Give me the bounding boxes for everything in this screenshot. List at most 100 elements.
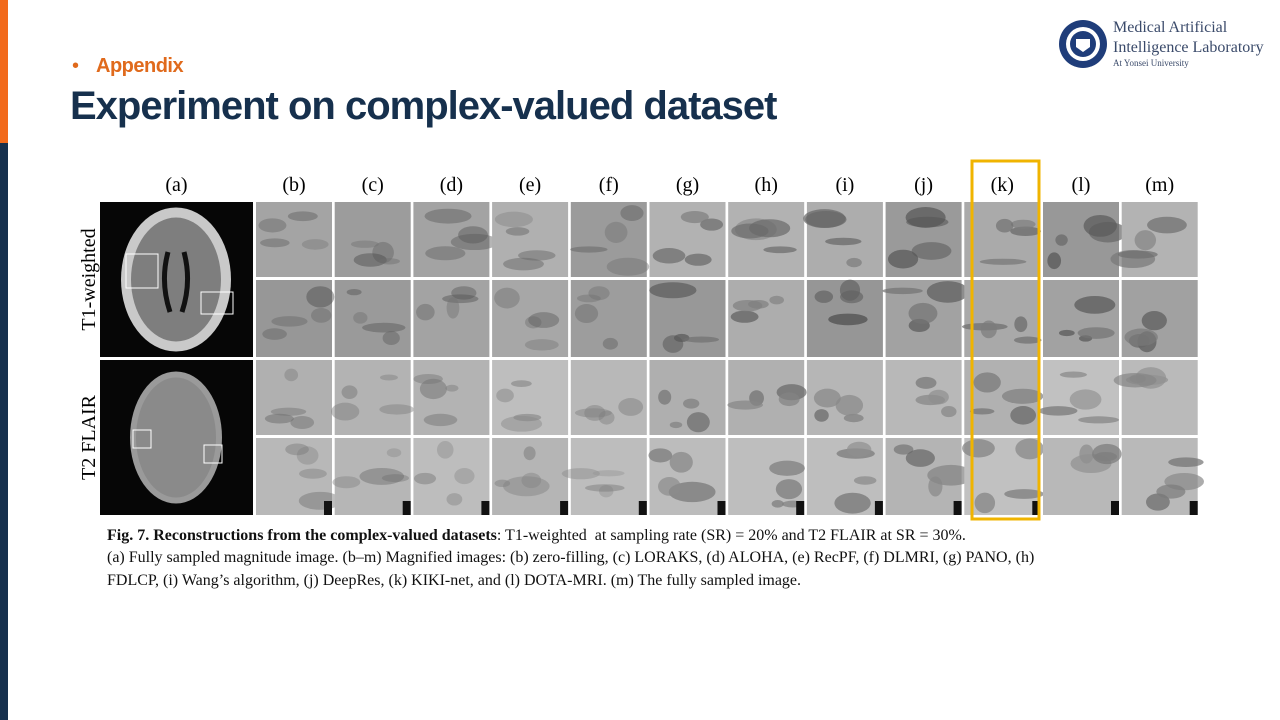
column-label: (a) [165, 174, 187, 196]
mri-tile [258, 218, 287, 233]
mri-tile [287, 211, 318, 222]
mri-tile [941, 406, 957, 418]
mri-tile [598, 410, 615, 425]
mri-tile [814, 409, 829, 422]
mri-tile [256, 280, 332, 357]
mri-tile [505, 227, 530, 236]
column-label: (k) [991, 174, 1014, 196]
mri-tile [570, 280, 647, 357]
mri-tile [271, 316, 308, 327]
mri-tile [1058, 329, 1075, 337]
row-label: T1-weighted [78, 228, 100, 330]
mri-tile [372, 241, 394, 264]
mri-tile [606, 257, 650, 276]
mri-tile [1117, 250, 1158, 259]
mri-tile [574, 408, 612, 418]
mri-tile [1078, 416, 1120, 424]
mri-tile [1043, 280, 1119, 357]
mri-tile [592, 470, 625, 477]
mri-tile [419, 378, 447, 400]
mri-tile [423, 413, 458, 427]
mri-tile [995, 218, 1014, 233]
mri-tile [413, 373, 443, 384]
column-label: (h) [755, 174, 778, 196]
mri-tile [964, 280, 1041, 357]
mri-tile [796, 501, 805, 515]
mri-tile [284, 368, 299, 382]
mri-tile [260, 238, 290, 248]
mri-tile [306, 286, 335, 308]
logo-text: At Yonsei University [1113, 58, 1189, 68]
mri-tile [256, 438, 332, 515]
mri-tile [570, 438, 647, 515]
mri-tile [570, 202, 647, 277]
mri-tile [1055, 234, 1068, 246]
mri-tile [528, 312, 560, 328]
mri-tile [775, 479, 803, 500]
column-label: (e) [519, 174, 541, 196]
mri-tile [839, 279, 861, 301]
mri-tile [380, 374, 398, 381]
mri-tile [928, 389, 949, 405]
mri-tile [492, 360, 569, 435]
mri-tile [1059, 371, 1087, 378]
mri-tile [602, 337, 618, 350]
mri-tile [523, 446, 536, 461]
mri-tile [728, 202, 805, 277]
mri-tile [874, 501, 883, 515]
mri-tile [270, 407, 307, 416]
mri-tile [1189, 501, 1198, 515]
mri-tile [413, 438, 490, 515]
mri-tile [1083, 214, 1117, 237]
mri-tile [905, 449, 935, 467]
mri-tile [450, 233, 499, 251]
column-label: (g) [676, 174, 699, 196]
mri-tile [1113, 373, 1157, 388]
mri-tile [638, 501, 647, 515]
mri-tile [382, 331, 400, 346]
mri-tile [908, 302, 938, 324]
mri-tile [969, 408, 995, 415]
mri-tile [346, 288, 362, 296]
section-label: Appendix [96, 55, 184, 77]
mri-tile [379, 404, 415, 415]
mri-tile [445, 384, 459, 392]
mri-tile [574, 303, 599, 324]
mri-tile [649, 282, 697, 299]
mri-tile [334, 280, 411, 357]
column-label: (m) [1145, 174, 1174, 196]
mri-tile [511, 380, 532, 388]
mri-image [136, 377, 216, 498]
highlight-box [970, 159, 1041, 521]
mri-tile [402, 501, 411, 515]
bullet: • [72, 55, 80, 77]
mri-tile [1124, 328, 1158, 346]
mri-tile [494, 211, 533, 228]
mri-tile [620, 205, 644, 221]
mri-tile [763, 246, 797, 254]
mri-tile [979, 258, 1027, 265]
mri-tile [570, 246, 608, 253]
mri-tile [717, 501, 726, 515]
mri-tile [727, 400, 763, 410]
mri-tile [561, 468, 600, 480]
mri-tile [680, 210, 709, 224]
mri-tile [386, 448, 402, 458]
mri-tile [598, 484, 614, 498]
mri-tile [683, 336, 720, 343]
mri-tile [834, 492, 871, 514]
column-label: (f) [599, 174, 619, 196]
mri-tile [1004, 489, 1044, 499]
column-label: (d) [440, 174, 463, 196]
mri-tile [518, 250, 556, 261]
mri-tile [882, 287, 923, 295]
mri-tile [588, 286, 610, 301]
mri-tile [1147, 216, 1187, 234]
mri-tile [828, 313, 868, 326]
mri-tile [974, 492, 996, 514]
mri-tile [1092, 443, 1122, 465]
mri-tile [1047, 252, 1062, 270]
mri-tile [332, 476, 361, 489]
mri-tile [285, 443, 309, 456]
mri-tile [732, 299, 763, 312]
